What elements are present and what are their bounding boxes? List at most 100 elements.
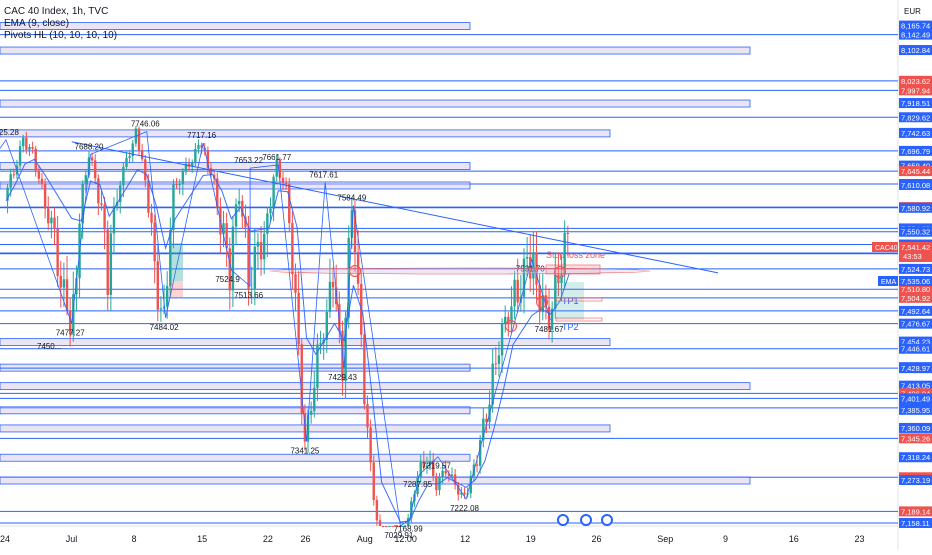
candle-body[interactable]: [22, 137, 25, 147]
candle-body[interactable]: [184, 163, 188, 172]
candle-body[interactable]: [250, 288, 253, 290]
candle-body[interactable]: [460, 492, 463, 495]
candle-body[interactable]: [388, 526, 391, 527]
price-tag[interactable]: [899, 263, 932, 274]
price-tag[interactable]: [899, 226, 932, 237]
candle-body[interactable]: [150, 212, 153, 223]
candle-body[interactable]: [435, 476, 438, 491]
candle-body[interactable]: [244, 216, 247, 228]
stop-loss-zone[interactable]: [545, 264, 601, 275]
candle-body[interactable]: [504, 316, 507, 324]
candle-body[interactable]: [128, 156, 131, 158]
candle-body[interactable]: [369, 427, 372, 463]
sr-zone[interactable]: [0, 162, 471, 170]
candle-body[interactable]: [194, 148, 197, 163]
candle-body[interactable]: [40, 178, 44, 184]
price-tag[interactable]: [899, 20, 932, 31]
candle-body[interactable]: [68, 310, 72, 335]
candle-body[interactable]: [84, 175, 88, 184]
sr-zone[interactable]: [0, 453, 471, 462]
candle-body[interactable]: [309, 411, 313, 415]
candle-body[interactable]: [356, 252, 360, 284]
candle-body[interactable]: [497, 355, 501, 365]
pivot-zigzag[interactable]: [0, 131, 551, 527]
trendline[interactable]: [71, 141, 719, 274]
sr-zone[interactable]: [0, 46, 751, 55]
sr-zone[interactable]: [0, 99, 751, 108]
price-tag[interactable]: [899, 452, 932, 463]
candle-body[interactable]: [375, 499, 379, 521]
tp2-line[interactable]: [555, 317, 603, 322]
candle-body[interactable]: [156, 261, 159, 310]
candle-body[interactable]: [297, 292, 300, 345]
event-icon[interactable]: [601, 514, 613, 526]
candle-body[interactable]: [200, 145, 203, 148]
candle-body[interactable]: [372, 462, 375, 500]
price-tag[interactable]: [899, 202, 932, 213]
price-tag[interactable]: [899, 393, 932, 404]
candle-body[interactable]: [522, 258, 526, 297]
price-tag[interactable]: [899, 433, 932, 444]
price-tag[interactable]: [899, 127, 932, 138]
candle-body[interactable]: [259, 241, 263, 260]
candle-body[interactable]: [441, 470, 444, 478]
candle-body[interactable]: [31, 147, 34, 149]
candle-body[interactable]: [403, 526, 407, 527]
candle-body[interactable]: [75, 278, 78, 295]
candle-body[interactable]: [72, 294, 75, 335]
candle-body[interactable]: [12, 174, 16, 176]
candle-body[interactable]: [181, 171, 185, 185]
sr-zone[interactable]: [0, 406, 471, 415]
price-tag[interactable]: [899, 160, 932, 171]
candle-body[interactable]: [344, 317, 347, 381]
candle-body[interactable]: [406, 517, 410, 526]
candle-body[interactable]: [350, 210, 354, 238]
candle-body[interactable]: [100, 203, 103, 205]
candle-body[interactable]: [228, 248, 231, 291]
candle-body[interactable]: [256, 241, 260, 247]
candle-body[interactable]: [206, 150, 210, 169]
signal-box-red[interactable]: [169, 281, 183, 297]
candle-body[interactable]: [478, 440, 482, 466]
candle-body[interactable]: [450, 474, 454, 476]
candle-body[interactable]: [90, 157, 94, 161]
sr-zone[interactable]: [0, 129, 611, 138]
candle-body[interactable]: [169, 230, 172, 287]
candle-body[interactable]: [144, 159, 147, 181]
sr-zone[interactable]: [0, 181, 471, 190]
candle-body[interactable]: [453, 474, 457, 485]
ema-badge[interactable]: [878, 276, 898, 286]
price-tag[interactable]: [899, 422, 932, 433]
candle-body[interactable]: [9, 174, 12, 188]
pivots-legend[interactable]: Pivots HL (10, 10, 10, 10): [4, 30, 118, 41]
candle-body[interactable]: [525, 256, 529, 259]
candle-body[interactable]: [209, 168, 213, 175]
sr-zone[interactable]: [0, 476, 751, 485]
candle-body[interactable]: [269, 208, 272, 214]
candle-body[interactable]: [266, 213, 269, 234]
candle-body[interactable]: [381, 526, 385, 527]
candle-body[interactable]: [197, 145, 200, 149]
candle-body[interactable]: [65, 279, 69, 311]
candle-body[interactable]: [538, 284, 541, 313]
price-tag[interactable]: [899, 112, 932, 123]
candle-body[interactable]: [6, 187, 9, 201]
candle-body[interactable]: [294, 274, 297, 293]
candle-body[interactable]: [319, 343, 322, 345]
candle-body[interactable]: [513, 279, 516, 307]
price-tag[interactable]: [899, 98, 932, 109]
signal-marker[interactable]: [536, 296, 548, 308]
candle-body[interactable]: [331, 281, 335, 288]
candle-body[interactable]: [50, 217, 53, 224]
tp1-line[interactable]: [555, 297, 603, 302]
price-tag[interactable]: [899, 75, 932, 86]
candle-body[interactable]: [378, 520, 382, 526]
price-tag[interactable]: [899, 45, 932, 56]
sr-zone[interactable]: [0, 22, 471, 30]
candle-body[interactable]: [37, 170, 41, 179]
candle-body[interactable]: [103, 204, 106, 230]
sr-zone[interactable]: [0, 382, 751, 391]
price-tag[interactable]: [899, 404, 932, 415]
candle-body[interactable]: [560, 274, 563, 283]
candle-body[interactable]: [237, 200, 241, 205]
